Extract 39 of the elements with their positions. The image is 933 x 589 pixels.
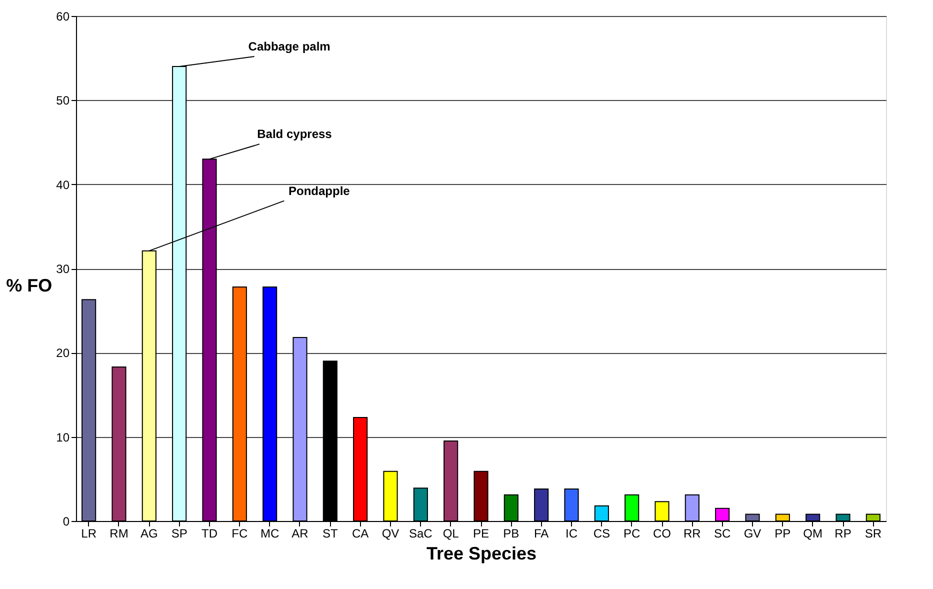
x-tick-label: QM — [803, 526, 823, 540]
x-tick-label: CS — [593, 526, 610, 540]
x-tick-label: CO — [653, 526, 672, 540]
x-tick-label: MC — [260, 526, 280, 540]
x-tick-label: SP — [171, 526, 188, 540]
y-tick-label: 40 — [56, 178, 70, 192]
x-tick-label: AG — [140, 526, 158, 540]
annotation: Bald cypress — [257, 127, 332, 142]
y-tick-label: 60 — [56, 10, 70, 24]
y-tick-label: 30 — [56, 262, 70, 276]
x-tick-label: PC — [624, 526, 641, 540]
x-tick-label: RM — [110, 526, 128, 540]
x-tick-label: SaC — [408, 526, 433, 540]
x-tick-label: SC — [714, 526, 732, 540]
y-axis-title: % FO — [6, 276, 52, 296]
x-tick-label: LR — [81, 526, 97, 540]
y-tick-label: 50 — [56, 94, 70, 108]
x-tick-label: SR — [864, 526, 882, 540]
x-tick-label: GV — [744, 526, 762, 540]
x-tick-label: FC — [232, 526, 248, 540]
x-tick-label: ST — [322, 526, 338, 540]
y-tick-label: 20 — [56, 346, 70, 360]
x-tick-label: IC — [566, 526, 578, 540]
x-tick-label: PE — [472, 526, 490, 540]
x-tick-label: RR — [684, 526, 702, 540]
x-tick-label: TD — [201, 526, 218, 540]
annotation: Pondapple — [288, 184, 350, 198]
y-tick-label: 0 — [62, 514, 70, 528]
annotation: Cabbage palm — [248, 40, 330, 54]
x-tick-label: QL — [442, 526, 460, 540]
x-tick-label: PB — [503, 526, 520, 540]
x-tick-label: QV — [382, 526, 400, 540]
x-tick-label: RP — [834, 526, 852, 540]
x-tick-label: CA — [352, 526, 369, 540]
x-tick-label: FA — [534, 526, 549, 540]
x-tick-label: PP — [774, 526, 791, 540]
x-axis-title: Tree Species — [426, 544, 537, 564]
x-tick-label: AR — [292, 526, 309, 540]
y-tick-label: 10 — [56, 430, 70, 444]
